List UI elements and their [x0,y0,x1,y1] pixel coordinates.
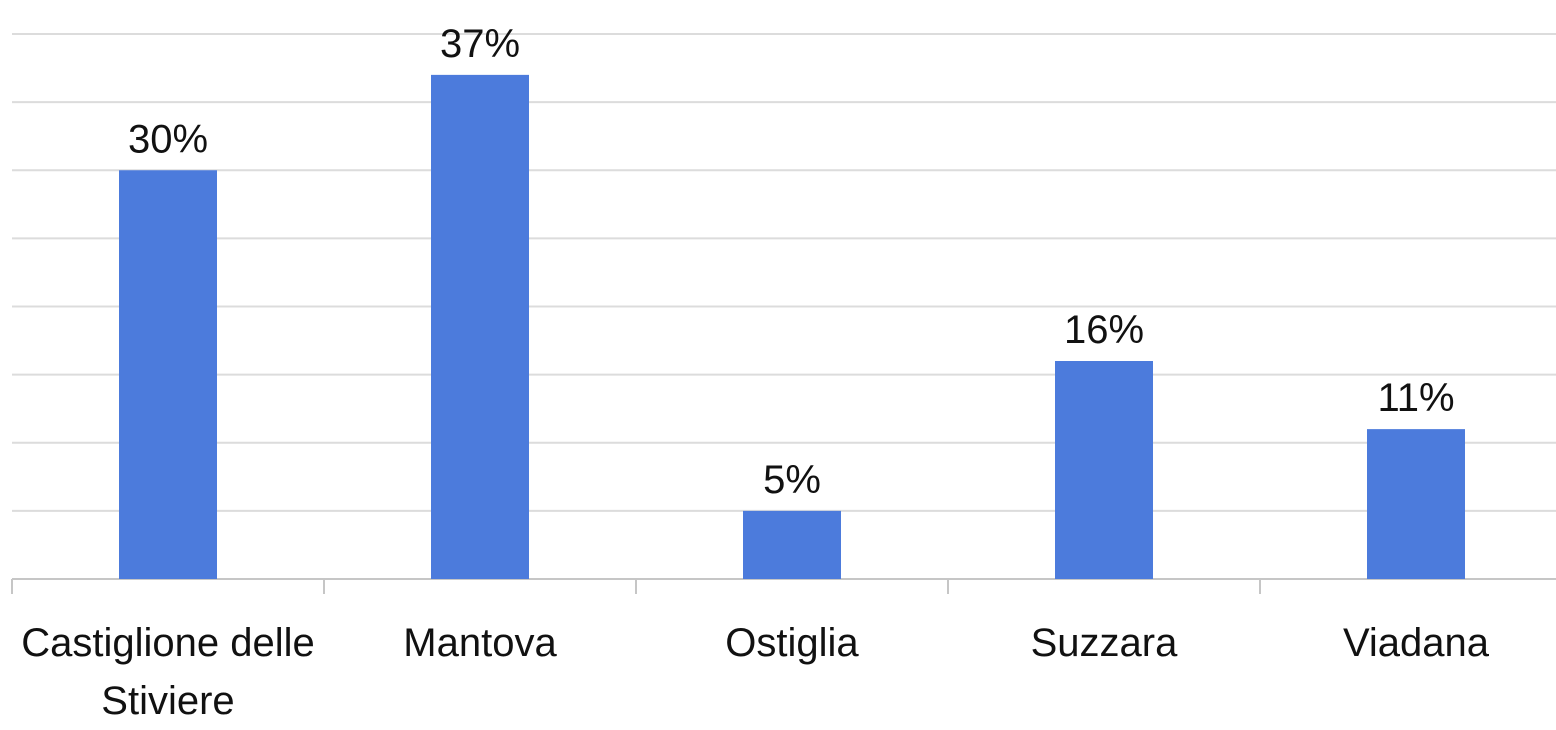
data-label: 5% [763,458,821,502]
x-tick-label: Viadana [1342,621,1490,665]
x-tick-label: Ostiglia [725,621,859,665]
x-tick-label: Suzzara [1030,621,1178,665]
bar [119,170,217,579]
data-label: 11% [1377,376,1454,420]
data-label: 37% [440,22,520,66]
bar [431,74,529,579]
bar [1055,361,1153,579]
data-label: 30% [128,117,208,161]
data-label: 16% [1064,308,1144,352]
x-tick-label: Castiglione delle Stiviere [21,621,315,723]
bar [1367,429,1465,579]
bar [743,510,841,579]
x-tick-label: Mantova [403,621,557,665]
